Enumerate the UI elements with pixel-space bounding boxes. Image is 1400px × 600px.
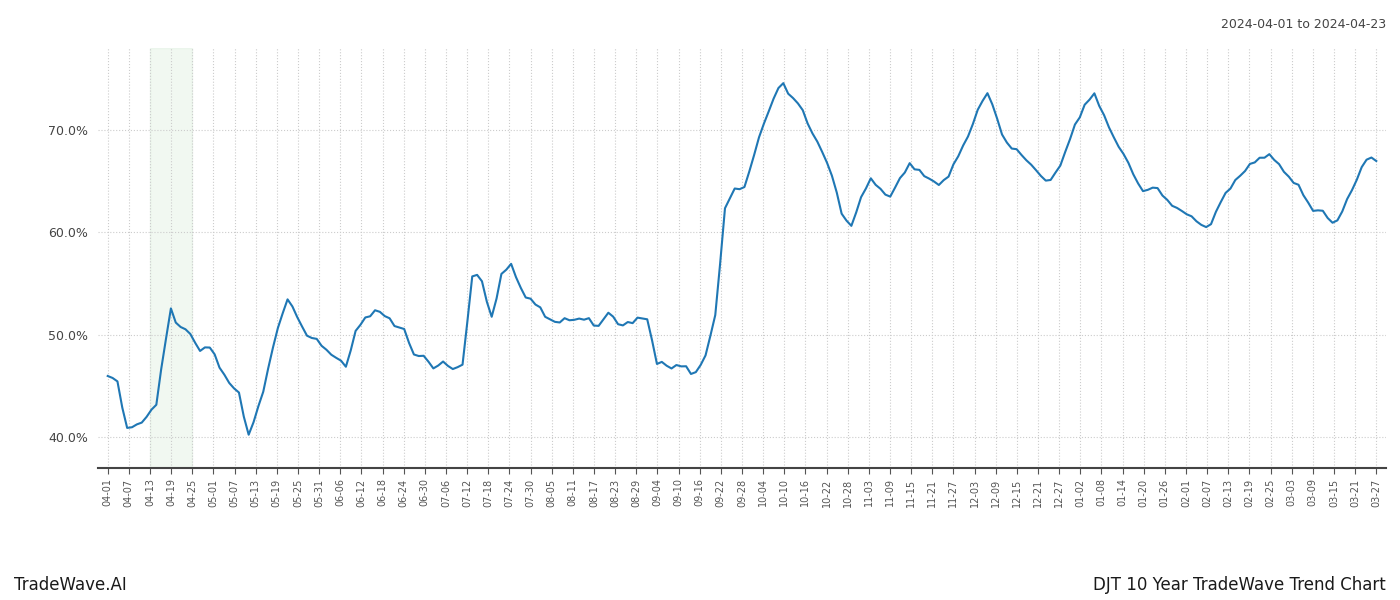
Text: 2024-04-01 to 2024-04-23: 2024-04-01 to 2024-04-23	[1221, 18, 1386, 31]
Text: TradeWave.AI: TradeWave.AI	[14, 576, 127, 594]
Bar	[150, 48, 192, 468]
Text: DJT 10 Year TradeWave Trend Chart: DJT 10 Year TradeWave Trend Chart	[1093, 576, 1386, 594]
